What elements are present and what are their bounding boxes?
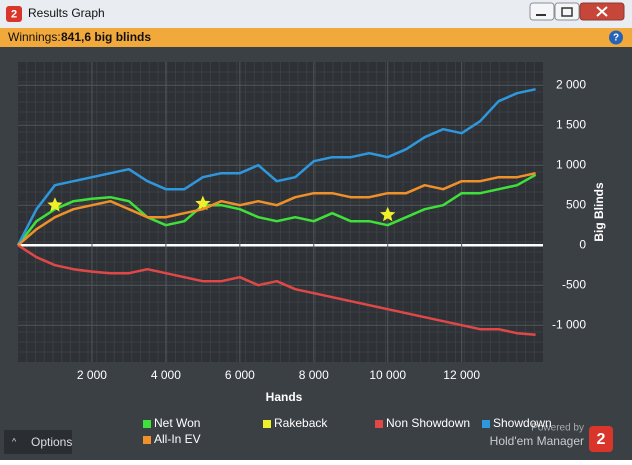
app-icon-text: 2 bbox=[11, 8, 17, 20]
series-line bbox=[16, 87, 536, 246]
title-bar bbox=[0, 0, 632, 28]
window-title: Results Graph bbox=[28, 6, 105, 20]
x-tick-label: 10 000 bbox=[369, 368, 406, 382]
x-tick-label: 6 000 bbox=[225, 368, 255, 382]
legend-swatch bbox=[375, 420, 383, 428]
legend-label: Rakeback bbox=[274, 416, 328, 430]
plot: 2 000 1 500 1 000 500 0 -500 -1 000 2 000 4 000 6… bbox=[16, 62, 586, 382]
winnings-bar bbox=[0, 28, 632, 47]
y-tick-label: 1 500 bbox=[556, 117, 586, 131]
brand-logo bbox=[589, 426, 613, 452]
series-line bbox=[17, 171, 536, 247]
winnings-value: 841,6 big blinds bbox=[61, 30, 151, 44]
help-icon: ? bbox=[613, 33, 619, 44]
series-line bbox=[17, 173, 537, 246]
y-tick-label: -1 000 bbox=[552, 317, 586, 331]
options-label: Options bbox=[31, 435, 72, 449]
y-tick-label: 0 bbox=[579, 237, 586, 251]
series-line bbox=[17, 244, 536, 337]
options-caret: ^ bbox=[12, 436, 17, 446]
legend-label: Non Showdown bbox=[386, 416, 470, 430]
close-icon bbox=[596, 6, 608, 17]
legend-swatch bbox=[263, 420, 271, 428]
maximize-icon bbox=[561, 7, 573, 17]
x-tick-label: 4 000 bbox=[151, 368, 181, 382]
powered-by: Powered by bbox=[531, 423, 584, 434]
legend-swatch bbox=[482, 420, 490, 428]
y-tick-label: 500 bbox=[566, 197, 586, 211]
brand-number: 2 bbox=[597, 431, 606, 448]
y-tick-label: -500 bbox=[562, 277, 586, 291]
maximize-button[interactable] bbox=[554, 2, 580, 21]
y-tick-label: 2 000 bbox=[556, 77, 586, 91]
options-button[interactable] bbox=[4, 430, 72, 454]
help-button[interactable] bbox=[609, 30, 623, 45]
rakeback-star bbox=[380, 206, 396, 222]
y-axis-title: Big Blinds bbox=[592, 182, 606, 242]
legend-label: All-In EV bbox=[154, 432, 201, 446]
x-tick-label: 8 000 bbox=[299, 368, 329, 382]
x-tick-label: 2 000 bbox=[77, 368, 107, 382]
y-tick-label: 1 000 bbox=[556, 157, 586, 171]
winnings-label: Winnings: bbox=[8, 30, 61, 44]
rakeback-star bbox=[47, 197, 63, 212]
x-tick-label: 12 000 bbox=[443, 368, 480, 382]
legend-swatch bbox=[143, 436, 151, 444]
brand: Hold'em Manager bbox=[490, 434, 584, 448]
legend-label: Showdown bbox=[493, 416, 552, 430]
legend-swatch bbox=[143, 420, 151, 428]
app-icon bbox=[6, 6, 22, 22]
x-axis-title: Hands bbox=[266, 390, 303, 404]
minimize-button[interactable] bbox=[529, 2, 555, 21]
legend-label: Net Won bbox=[154, 416, 200, 430]
